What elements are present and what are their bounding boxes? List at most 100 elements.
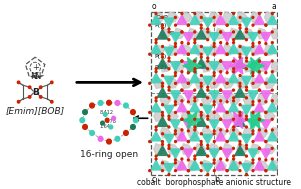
Circle shape xyxy=(265,112,267,113)
Polygon shape xyxy=(237,12,247,22)
Circle shape xyxy=(200,114,202,116)
Polygon shape xyxy=(243,61,254,72)
Circle shape xyxy=(207,57,209,59)
Polygon shape xyxy=(209,12,220,22)
Circle shape xyxy=(194,42,196,44)
Circle shape xyxy=(226,170,228,172)
Polygon shape xyxy=(208,119,221,131)
Polygon shape xyxy=(156,28,169,40)
Circle shape xyxy=(162,114,163,116)
Polygon shape xyxy=(243,127,254,138)
Polygon shape xyxy=(150,72,163,83)
Circle shape xyxy=(187,141,189,143)
Circle shape xyxy=(200,56,202,58)
Polygon shape xyxy=(183,57,201,74)
Polygon shape xyxy=(182,78,192,88)
Circle shape xyxy=(246,144,247,146)
Circle shape xyxy=(226,82,228,84)
Circle shape xyxy=(162,24,163,26)
Polygon shape xyxy=(156,115,169,127)
Polygon shape xyxy=(195,45,206,55)
Circle shape xyxy=(226,53,228,55)
Circle shape xyxy=(259,147,260,149)
Circle shape xyxy=(213,159,215,161)
Circle shape xyxy=(168,144,170,146)
Circle shape xyxy=(239,141,241,143)
Polygon shape xyxy=(257,127,268,138)
Circle shape xyxy=(265,72,267,74)
Polygon shape xyxy=(234,86,247,98)
Circle shape xyxy=(188,43,189,45)
Circle shape xyxy=(188,101,189,103)
Circle shape xyxy=(162,56,163,58)
Polygon shape xyxy=(240,163,253,174)
Circle shape xyxy=(187,24,189,26)
Circle shape xyxy=(162,112,163,113)
Polygon shape xyxy=(227,72,240,83)
Circle shape xyxy=(155,42,157,44)
Polygon shape xyxy=(182,148,195,160)
Polygon shape xyxy=(251,12,261,22)
Circle shape xyxy=(28,86,31,88)
Circle shape xyxy=(194,12,196,15)
Polygon shape xyxy=(188,130,201,142)
Circle shape xyxy=(109,125,113,129)
Circle shape xyxy=(233,147,234,149)
Circle shape xyxy=(239,24,241,26)
Circle shape xyxy=(168,86,170,88)
Circle shape xyxy=(187,170,189,172)
Circle shape xyxy=(233,12,234,15)
Circle shape xyxy=(175,43,176,45)
Polygon shape xyxy=(209,144,220,154)
Polygon shape xyxy=(266,72,279,83)
Circle shape xyxy=(233,158,234,160)
Polygon shape xyxy=(150,43,163,54)
Polygon shape xyxy=(266,13,279,25)
Polygon shape xyxy=(229,28,240,39)
Polygon shape xyxy=(168,45,178,55)
Circle shape xyxy=(188,141,189,143)
Polygon shape xyxy=(188,127,198,138)
Circle shape xyxy=(200,143,202,145)
Circle shape xyxy=(278,112,280,113)
Polygon shape xyxy=(234,57,247,69)
Polygon shape xyxy=(188,94,198,105)
Circle shape xyxy=(162,170,163,172)
Text: c: c xyxy=(151,176,156,184)
Circle shape xyxy=(175,75,176,77)
Circle shape xyxy=(194,97,196,99)
Circle shape xyxy=(90,103,94,108)
Polygon shape xyxy=(150,13,163,25)
Polygon shape xyxy=(247,90,259,102)
Circle shape xyxy=(175,133,176,135)
Circle shape xyxy=(246,39,247,41)
Circle shape xyxy=(207,174,209,176)
Circle shape xyxy=(200,112,202,113)
Circle shape xyxy=(272,42,273,44)
Polygon shape xyxy=(182,12,192,22)
Circle shape xyxy=(226,170,228,172)
Circle shape xyxy=(162,141,163,143)
Circle shape xyxy=(175,112,176,113)
Polygon shape xyxy=(216,28,226,39)
Polygon shape xyxy=(259,148,272,160)
Circle shape xyxy=(272,71,273,73)
Circle shape xyxy=(239,75,241,77)
Circle shape xyxy=(271,31,273,33)
Polygon shape xyxy=(216,160,226,171)
Circle shape xyxy=(246,60,247,62)
Polygon shape xyxy=(234,115,247,127)
Polygon shape xyxy=(174,61,185,72)
Circle shape xyxy=(220,89,222,91)
Circle shape xyxy=(233,42,234,44)
Polygon shape xyxy=(246,112,265,129)
Circle shape xyxy=(252,130,254,132)
Circle shape xyxy=(265,130,267,132)
Polygon shape xyxy=(227,159,240,171)
Polygon shape xyxy=(221,119,234,131)
Circle shape xyxy=(265,141,267,143)
Polygon shape xyxy=(195,28,208,40)
Circle shape xyxy=(200,53,202,55)
Circle shape xyxy=(168,115,170,117)
Circle shape xyxy=(175,46,176,47)
